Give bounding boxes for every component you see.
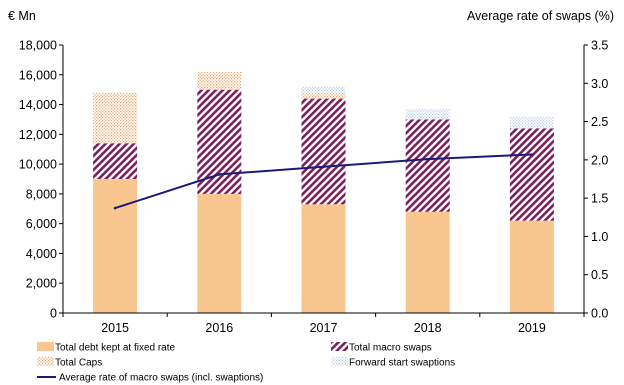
legend-swatch <box>37 342 54 351</box>
bar-total-macro-swaps-2018 <box>405 119 450 212</box>
bar-total-macro-swaps-2016 <box>197 89 242 194</box>
right-tick-label: 1.0 <box>591 230 608 244</box>
legend-swatch <box>331 342 348 351</box>
right-tick-label: 2.5 <box>591 115 608 129</box>
bars-layer <box>93 71 554 313</box>
right-tick-label: 0.5 <box>591 268 608 282</box>
legend-swatch <box>37 357 54 366</box>
point-average-rate-2019 <box>530 153 534 156</box>
left-tick-label: 8,000 <box>26 187 57 201</box>
right-tick-label: 3.5 <box>591 39 608 53</box>
left-tick-label: 0 <box>50 307 57 321</box>
left-tick-label: 4,000 <box>26 247 57 261</box>
bar-forward-start-swaptions-2017 <box>301 86 346 93</box>
left-tick-label: 18,000 <box>19 39 57 53</box>
right-tick-label: 1.5 <box>591 192 608 206</box>
bar-forward-start-swaptions-2019 <box>509 116 554 129</box>
right-tick-label: 2.0 <box>591 153 608 167</box>
x-tick-label: 2019 <box>518 321 546 335</box>
legend-label: Forward start swaptions <box>349 358 455 369</box>
point-average-rate-2016 <box>218 173 221 176</box>
left-tick-label: 10,000 <box>19 158 57 172</box>
legend-label: Total debt kept at fixed rate <box>55 343 176 354</box>
legend-label: Total macro swaps <box>349 343 432 354</box>
bar-total-macro-swaps-2015 <box>93 143 138 179</box>
legend-label: Average rate of macro swaps (incl. swapt… <box>59 373 263 384</box>
left-tick-label: 14,000 <box>19 98 57 112</box>
x-tick-label: 2017 <box>310 321 338 335</box>
legend: Total debt kept at fixed rate Total macro… <box>37 342 455 384</box>
x-tick-label: 2015 <box>101 321 129 335</box>
bar-total-debt-kept-at-fixed-rate-2015 <box>93 179 138 313</box>
axes-layer: 0 2,000 4,000 6,000 8,000 10,000 12,000 14,000 1… <box>19 39 609 336</box>
bar-total-macro-swaps-2017 <box>301 98 346 205</box>
x-tick-label: 2016 <box>205 321 233 335</box>
bar-forward-start-swaptions-2018 <box>405 109 450 120</box>
bar-total-caps-2016 <box>197 71 242 90</box>
bar-total-caps-2017 <box>301 92 346 99</box>
bar-total-debt-kept-at-fixed-rate-2016 <box>197 193 242 313</box>
bar-total-debt-kept-at-fixed-rate-2019 <box>509 220 554 313</box>
right-tick-label: 0.0 <box>591 307 608 321</box>
point-average-rate-2018 <box>426 157 430 161</box>
bar-total-debt-kept-at-fixed-rate-2017 <box>301 204 346 313</box>
left-tick-label: 2,000 <box>26 277 57 291</box>
left-axis-title: € Mn <box>8 9 36 23</box>
bar-total-macro-swaps-2019 <box>509 128 554 221</box>
bar-total-caps-2015 <box>93 92 138 144</box>
x-tick-label: 2018 <box>414 321 442 335</box>
legend-swatch <box>331 357 348 366</box>
left-tick-label: 16,000 <box>19 68 57 82</box>
point-average-rate-2017 <box>322 165 325 169</box>
right-axis-title: Average rate of swaps (%) <box>467 9 614 23</box>
bar-total-debt-kept-at-fixed-rate-2018 <box>405 211 450 313</box>
right-tick-label: 3.0 <box>591 77 608 91</box>
left-tick-label: 6,000 <box>26 217 57 231</box>
legend-label: Total Caps <box>55 358 102 369</box>
line-layer <box>113 153 534 210</box>
left-tick-label: 12,000 <box>19 128 57 142</box>
point-average-rate-2015 <box>113 206 117 210</box>
